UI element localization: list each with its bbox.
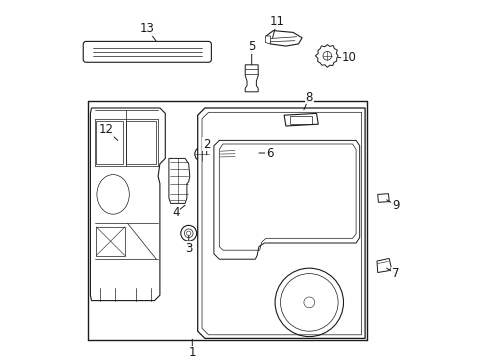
Text: 11: 11 [269,15,284,28]
Polygon shape [315,45,337,67]
Polygon shape [265,31,302,46]
Text: 1: 1 [188,346,196,359]
Text: 12: 12 [98,123,113,136]
Polygon shape [376,258,390,273]
Text: 2: 2 [203,138,210,150]
Bar [96,227,125,256]
Polygon shape [244,65,258,92]
Text: 10: 10 [341,51,356,64]
Bar [289,116,311,124]
Text: 8: 8 [305,91,312,104]
Polygon shape [219,147,236,159]
Text: 3: 3 [184,242,192,255]
Text: 5: 5 [247,40,255,53]
Polygon shape [168,158,189,203]
Ellipse shape [181,225,196,241]
Text: 7: 7 [391,267,399,280]
Text: 9: 9 [391,199,399,212]
Text: 4: 4 [172,206,180,219]
FancyBboxPatch shape [83,41,211,62]
Polygon shape [197,108,365,338]
Text: 13: 13 [140,22,154,35]
Bar [126,121,156,164]
Polygon shape [265,36,270,44]
Polygon shape [377,194,388,202]
Bar [96,121,123,164]
Text: 6: 6 [265,147,273,159]
Polygon shape [284,113,318,126]
Polygon shape [90,108,165,301]
